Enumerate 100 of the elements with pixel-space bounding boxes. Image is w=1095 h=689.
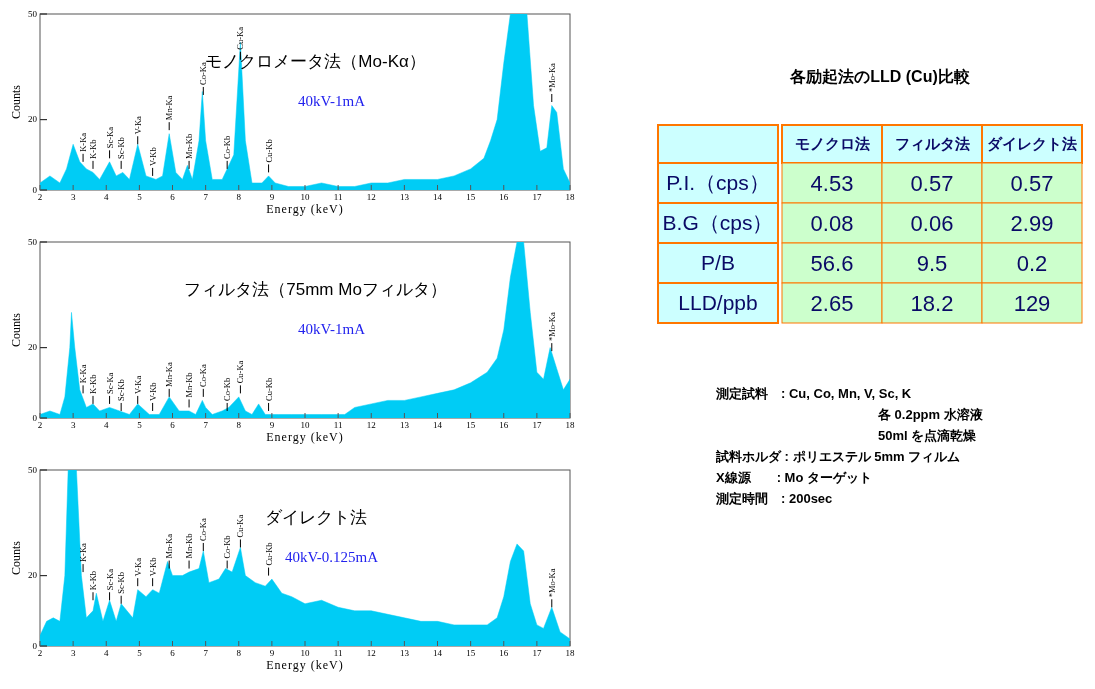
annotation: K-Kb bbox=[88, 374, 98, 394]
x-tick-label: 18 bbox=[565, 420, 575, 430]
category-label: LLD/ppb bbox=[678, 291, 758, 315]
text: 各 0.2ppm 水溶液 bbox=[877, 407, 984, 422]
x-tick-label: 11 bbox=[333, 648, 343, 658]
annotation: Mn-Kb bbox=[184, 133, 195, 159]
annotation: K-Kb bbox=[88, 139, 98, 159]
x-tick-label: 7 bbox=[203, 420, 209, 430]
text: 40kV-0.125mA bbox=[284, 548, 379, 565]
x-tick-label: 4 bbox=[104, 192, 109, 202]
x-tick-label: 13 bbox=[399, 420, 410, 430]
annotation: Co-Kb bbox=[222, 535, 233, 559]
text: 56.6 bbox=[810, 250, 854, 276]
x-tick-label: 12 bbox=[366, 648, 376, 658]
y-axis-title: Counts bbox=[9, 540, 23, 576]
text: 0.2 bbox=[1016, 250, 1048, 276]
x-tick-label: 9 bbox=[269, 648, 275, 658]
y-tick-label: 0 bbox=[32, 412, 38, 423]
text: 4.53 bbox=[810, 170, 854, 196]
annotation: V-Kb bbox=[147, 147, 158, 166]
annotation: *Mo-Ka bbox=[546, 568, 557, 598]
x-tick-label: 13 bbox=[399, 648, 410, 658]
annotation: V-Ka bbox=[132, 115, 143, 135]
y-tick-label: 50 bbox=[28, 236, 38, 247]
category-label: フィルタ法 bbox=[894, 135, 970, 153]
x-tick-label: 14 bbox=[433, 648, 443, 658]
x-tick-label: 7 bbox=[203, 192, 209, 202]
annotation: V-Kb bbox=[147, 557, 158, 577]
text: 測定時間 : 200sec bbox=[715, 491, 833, 506]
x-tick-label: 5 bbox=[137, 192, 143, 202]
x-tick-label: 8 bbox=[236, 192, 242, 202]
x-tick-label: 18 bbox=[565, 192, 575, 202]
category-label: モノクロ法 bbox=[794, 135, 870, 153]
x-tick-label: 11 bbox=[333, 192, 343, 202]
annotation: K-Kb bbox=[88, 570, 98, 591]
category-label: P/B bbox=[701, 251, 735, 275]
x-axis-title: Energy (keV) bbox=[266, 658, 344, 672]
y-tick-label: 20 bbox=[28, 114, 38, 125]
text: 0.57 bbox=[910, 170, 954, 196]
x-tick-label: 16 bbox=[499, 648, 509, 658]
text: 40kV-1mA bbox=[298, 320, 366, 337]
annotation: Mn-Ka bbox=[164, 362, 175, 387]
x-axis-title: Energy (keV) bbox=[266, 202, 344, 216]
text: 2.99 bbox=[1010, 210, 1054, 236]
y-axis-title: Counts bbox=[9, 84, 23, 120]
x-tick-label: 17 bbox=[532, 420, 542, 430]
annotation: Cu-Kb bbox=[263, 377, 274, 401]
annotation: Sc-Kb bbox=[116, 379, 127, 401]
x-tick-label: 9 bbox=[269, 192, 275, 202]
text: 0.06 bbox=[910, 210, 954, 236]
annotation: Mn-Ka bbox=[164, 533, 175, 559]
annotation: Co-Kb bbox=[222, 135, 233, 159]
text: 18.2 bbox=[910, 290, 954, 316]
annotation: V-Ka bbox=[132, 375, 143, 394]
x-tick-label: 13 bbox=[399, 192, 410, 202]
x-tick-label: 10 bbox=[300, 192, 310, 202]
x-tick-label: 5 bbox=[137, 648, 143, 658]
annotation: Co-Kb bbox=[222, 377, 233, 401]
annotation: Mn-Ka bbox=[164, 95, 175, 121]
x-tick-label: 7 bbox=[203, 648, 209, 658]
x-tick-label: 3 bbox=[70, 420, 76, 430]
annotation: K-Ka bbox=[78, 542, 89, 563]
x-tick-label: 2 bbox=[37, 192, 43, 202]
x-tick-label: 12 bbox=[366, 420, 376, 430]
x-tick-label: 16 bbox=[499, 420, 509, 430]
annotation: V-Ka bbox=[132, 557, 143, 577]
text: フィルタ法（75mm Moフィルタ） bbox=[184, 279, 447, 299]
y-tick-label: 0 bbox=[32, 184, 38, 195]
x-tick-label: 6 bbox=[170, 192, 176, 202]
x-tick-label: 14 bbox=[433, 420, 443, 430]
text: ダイレクト法 bbox=[264, 507, 367, 527]
y-tick-label: 20 bbox=[28, 570, 38, 581]
x-tick-label: 2 bbox=[37, 648, 43, 658]
x-tick-label: 17 bbox=[532, 192, 542, 202]
x-tick-label: 6 bbox=[170, 420, 176, 430]
y-axis-title: Counts bbox=[9, 312, 23, 348]
annotation: Cu-Kb bbox=[263, 542, 274, 566]
annotation: Sc-Kb bbox=[116, 137, 127, 159]
annotation: V-Kb bbox=[147, 382, 158, 401]
annotation: *Mo-Ka bbox=[546, 312, 557, 342]
annotation: Cu-Kb bbox=[263, 139, 274, 163]
x-tick-label: 3 bbox=[70, 648, 76, 658]
x-tick-label: 17 bbox=[532, 648, 542, 658]
x-tick-label: 14 bbox=[433, 192, 443, 202]
x-tick-label: 11 bbox=[333, 420, 343, 430]
x-tick-label: 15 bbox=[466, 192, 476, 202]
x-tick-label: 6 bbox=[170, 648, 176, 658]
annotation: K-Ka bbox=[78, 364, 89, 384]
text: 40kV-1mA bbox=[298, 92, 366, 109]
text: 9.5 bbox=[916, 250, 948, 276]
x-tick-label: 2 bbox=[37, 420, 43, 430]
text: 各励起法のLLD (Cu)比較 bbox=[789, 68, 971, 85]
x-tick-label: 18 bbox=[565, 648, 575, 658]
annotation: Sc-Kb bbox=[116, 572, 127, 594]
x-tick-label: 5 bbox=[137, 420, 143, 430]
x-tick-label: 4 bbox=[104, 420, 109, 430]
text: X線源 : Mo ターゲット bbox=[716, 470, 872, 485]
x-tick-label: 4 bbox=[104, 648, 109, 658]
x-tick-label: 15 bbox=[466, 648, 476, 658]
x-tick-label: 3 bbox=[70, 192, 76, 202]
